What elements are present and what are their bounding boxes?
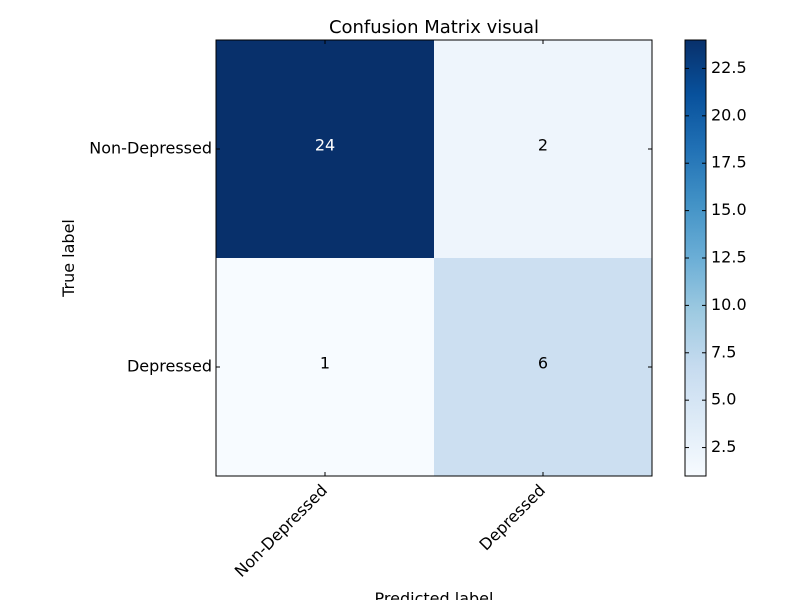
colorbar-tick-label-0: 2.5	[711, 437, 736, 456]
heatmap-cell-r1-c0	[216, 258, 434, 476]
colorbar-tick-label-4: 12.5	[711, 248, 747, 267]
colorbar-tick-label-5: 15.0	[711, 200, 747, 219]
cell-value-labels: 24 2 1 6	[315, 136, 548, 373]
y-axis-label: True label	[59, 219, 78, 298]
colorbar-ticks: 2.5 5.0 7.5 10.0 12.5 15.0 17.5 20.0 22.5	[685, 58, 747, 456]
colorbar-tick-label-3: 10.0	[711, 295, 747, 314]
heatmap-cell-r0-c1	[434, 40, 652, 258]
heatmap-cell-r1-c1	[434, 258, 652, 476]
colorbar-tick-label-8: 22.5	[711, 58, 747, 77]
colorbar-gradient	[685, 40, 706, 476]
ytick-label-0: Non-Depressed	[89, 139, 212, 158]
colorbar-tick-label-1: 5.0	[711, 390, 736, 409]
cell-value-r1-c0: 1	[320, 354, 330, 373]
chart-title: Confusion Matrix visual	[329, 17, 539, 38]
axis-ticks	[216, 40, 652, 476]
ytick-label-1: Depressed	[127, 357, 212, 376]
cell-value-r1-c1: 6	[538, 354, 548, 373]
cell-value-r0-c1: 2	[538, 136, 548, 155]
heatmap-cells	[216, 40, 652, 476]
colorbar-tick-label-7: 20.0	[711, 105, 747, 124]
y-tick-labels: Non-Depressed Depressed	[89, 139, 212, 376]
plot-frame	[215, 39, 653, 477]
x-axis-label: Predicted label	[375, 589, 494, 600]
colorbar-tick-label-6: 17.5	[711, 153, 747, 172]
heatmap-cell-r0-c0	[216, 40, 434, 258]
cell-value-r0-c0: 24	[315, 136, 335, 155]
colorbar-tick-label-2: 7.5	[711, 342, 736, 361]
xtick-label-0: Non-Depressed	[231, 481, 331, 581]
xtick-label-1: Depressed	[475, 481, 549, 555]
x-tick-labels: Non-Depressed Depressed	[231, 481, 549, 581]
